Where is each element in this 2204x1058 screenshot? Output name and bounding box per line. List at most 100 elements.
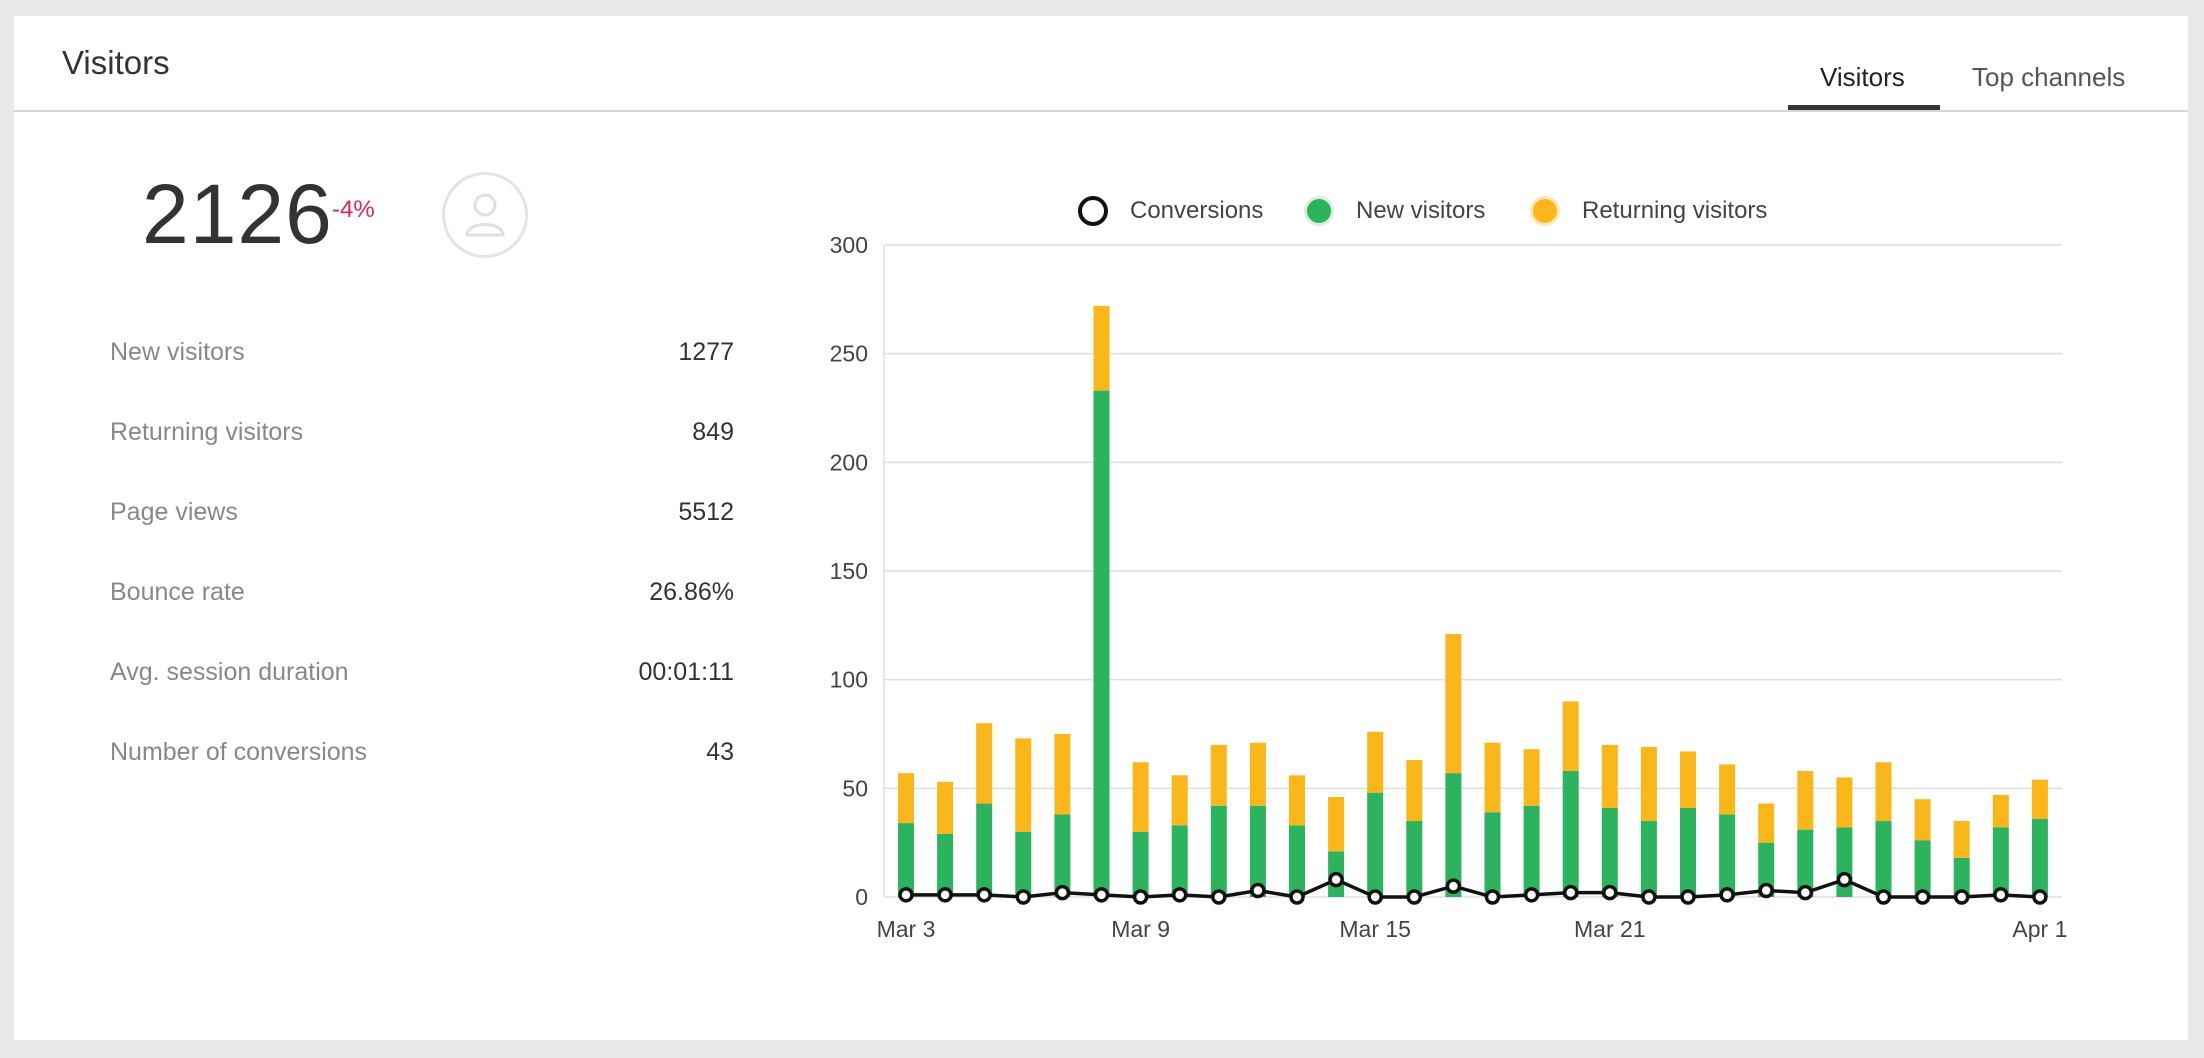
card-header: Visitors Visitors Top channels — [14, 16, 2188, 112]
visitors-chart: 0 50 100 150 200 250 300 Mar 3 Mar 9 Mar 15 Mar 21… — [830, 232, 2068, 942]
bar-returning-visitors — [2031, 779, 2048, 819]
conversions-point — [1211, 889, 1227, 905]
bar-new-visitors — [937, 833, 954, 897]
conversions-point — [1093, 887, 1110, 903]
conversions-point — [937, 887, 953, 903]
bar-new-visitors — [1249, 805, 1266, 897]
bar-returning-visitors — [1875, 762, 1892, 821]
bar-returning-visitors — [1093, 305, 1110, 391]
bar-new-visitors — [1484, 812, 1501, 897]
x-tick-label: Mar 21 — [1574, 916, 1646, 942]
active-tab-indicator — [1788, 105, 1940, 110]
bar-new-visitors — [2031, 818, 2048, 897]
conversions-point — [1953, 889, 1970, 905]
bar-returning-visitors — [1953, 820, 1970, 858]
bar-returning-visitors — [937, 781, 954, 834]
user-icon — [442, 172, 528, 258]
legend-label: New visitors — [1356, 197, 1486, 224]
y-tick-label: 50 — [842, 775, 868, 801]
conversions-point — [1797, 884, 1814, 901]
stat-label: Page views — [110, 498, 238, 526]
conversions-point — [1367, 889, 1383, 905]
legend-label: Returning visitors — [1582, 197, 1768, 224]
bar-returning-visitors — [1406, 760, 1423, 821]
bar-new-visitors — [1953, 857, 1970, 897]
stat-row-conversions: Number of conversions 43 — [110, 738, 734, 778]
stat-value: 26.86% — [649, 578, 734, 606]
conversions-point — [1993, 887, 2009, 903]
bar-new-visitors — [1875, 820, 1892, 897]
bar-returning-visitors — [1210, 744, 1227, 806]
x-tick-label: Mar 9 — [1111, 916, 1170, 942]
conversions-point — [1914, 889, 1931, 905]
bar-returning-visitors — [1992, 794, 2009, 828]
bar-new-visitors — [1367, 792, 1384, 897]
conversions-point — [1523, 887, 1540, 903]
conversions-point — [1171, 887, 1188, 903]
stat-value: 849 — [692, 418, 734, 446]
stat-label: Avg. session duration — [110, 658, 349, 686]
bar-new-visitors — [1015, 831, 1032, 897]
bar-returning-visitors — [1367, 731, 1384, 793]
bar-new-visitors — [1523, 805, 1540, 897]
conversions-point — [1054, 884, 1071, 901]
stat-label: New visitors — [110, 338, 245, 366]
y-tick-label: 200 — [830, 449, 868, 475]
y-tick-label: 300 — [830, 232, 868, 258]
bar-new-visitors — [1093, 390, 1110, 897]
stat-label: Returning visitors — [110, 418, 304, 446]
x-tick-label: Mar 3 — [877, 916, 936, 942]
bar-returning-visitors — [1758, 803, 1775, 843]
conversions-point — [1875, 889, 1892, 905]
stat-row-avg-session-duration: Avg. session duration 00:01:11 — [110, 658, 734, 698]
bar-new-visitors — [1171, 825, 1188, 897]
bar-new-visitors — [1992, 827, 2009, 897]
bar-returning-visitors — [1328, 797, 1345, 852]
stat-label: Bounce rate — [110, 578, 245, 606]
bar-new-visitors — [1758, 842, 1775, 897]
conversions-point — [1484, 889, 1501, 905]
stat-value: 1277 — [678, 338, 734, 366]
bar-returning-visitors — [1289, 775, 1305, 826]
bar-new-visitors — [1640, 820, 1657, 897]
stat-value: 43 — [706, 738, 734, 766]
stat-value: 00:01:11 — [638, 658, 734, 686]
conversions-point — [1406, 889, 1423, 905]
bar-returning-visitors — [1640, 747, 1657, 821]
conversions-point — [1289, 889, 1305, 905]
bar-new-visitors — [976, 803, 993, 897]
bar-new-visitors — [1210, 805, 1227, 897]
bar-new-visitors — [1445, 773, 1462, 897]
bar-new-visitors — [1406, 820, 1423, 897]
y-tick-label: 150 — [830, 558, 868, 584]
y-tick-label: 100 — [830, 667, 868, 693]
conversions-point — [898, 887, 914, 903]
bar-returning-visitors — [1249, 742, 1266, 806]
stat-row-page-views: Page views 5512 — [110, 498, 734, 538]
conversions-point — [1562, 884, 1579, 901]
bar-returning-visitors — [1484, 742, 1501, 813]
conversions-point — [1641, 889, 1657, 905]
bar-returning-visitors — [1562, 701, 1579, 771]
bar-returning-visitors — [1914, 799, 1931, 841]
conversions-point — [1758, 882, 1774, 899]
conversions-marker-icon — [1078, 196, 1108, 226]
stat-label: Number of conversions — [110, 738, 368, 766]
conversions-line — [906, 877, 2040, 899]
stat-value: 5512 — [678, 498, 734, 526]
bar-returning-visitors — [1836, 777, 1853, 828]
new-visitors-marker-icon — [1304, 196, 1334, 226]
tab-top-channels[interactable]: Top channels — [1972, 62, 2126, 92]
bar-returning-visitors — [1015, 738, 1032, 832]
conversions-point — [1328, 871, 1344, 888]
total-visitors-value: 2126 — [142, 167, 333, 261]
conversions-point — [1015, 889, 1032, 905]
bar-returning-visitors — [1445, 634, 1462, 774]
conversions-point — [976, 887, 992, 903]
bar-returning-visitors — [1132, 762, 1149, 832]
bar-returning-visitors — [1054, 734, 1071, 815]
tab-visitors[interactable]: Visitors — [1820, 62, 1905, 92]
stat-row-bounce-rate: Bounce rate 26.86% — [110, 578, 734, 618]
bar-new-visitors — [1914, 840, 1931, 897]
bar-returning-visitors — [976, 723, 993, 804]
